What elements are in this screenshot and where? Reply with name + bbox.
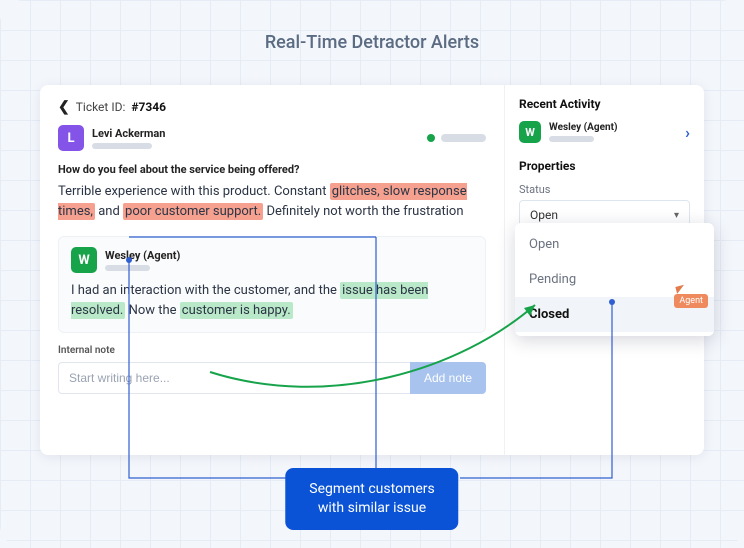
internal-note-label: Internal note [58,345,486,356]
properties-heading: Properties [519,159,690,173]
status-value: Open [530,208,558,222]
customer-name: Levi Ackerman [92,127,165,140]
avatar: W [71,247,97,273]
agent-reply-block: W Wesley (Agent) I had an interaction wi… [58,236,486,332]
status-dropdown: Open Pending Closed [515,223,714,336]
avatar: W [519,121,541,143]
ticket-header: ❮ Ticket ID: #7346 [58,99,486,115]
agent-message: I had an interaction with the customer, … [71,281,473,321]
agent-name: Wesley (Agent) [105,249,180,262]
cursor-icon [676,283,692,294]
status-dot-icon [427,134,435,142]
note-composer: Add note [58,362,486,394]
activity-item[interactable]: W Wesley (Agent) › [519,121,690,143]
skeleton-line [549,136,594,142]
add-note-button[interactable]: Add note [410,362,486,394]
conversation-pane: ❮ Ticket ID: #7346 L Levi Ackerman How d… [40,85,504,455]
chevron-right-icon[interactable]: › [685,123,690,142]
dropdown-option-open[interactable]: Open [515,227,714,262]
callout-line1: Segment customers [309,480,434,499]
survey-question: How do you feel about the service being … [58,163,486,176]
status-label: Status [519,183,690,196]
back-icon[interactable]: ❮ [58,99,70,115]
skeleton-line [105,265,150,271]
avatar: L [58,125,84,151]
skeleton-pill [441,134,486,142]
ticket-id: #7346 [131,100,166,114]
callout-badge: Segment customers with similar issue [285,468,458,530]
negative-highlight: poor customer support. [123,203,263,220]
cursor-label: Agent [674,294,708,308]
remote-cursor: Agent [674,285,708,308]
skeleton-line [92,143,152,149]
page-title: Real-Time Detractor Alerts [0,32,744,53]
ticket-card: ❮ Ticket ID: #7346 L Levi Ackerman How d… [40,85,704,455]
positive-highlight: customer is happy. [180,302,293,319]
customer-row: L Levi Ackerman [58,125,486,151]
recent-activity-heading: Recent Activity [519,97,690,111]
properties-pane: Recent Activity W Wesley (Agent) › Prope… [504,85,704,455]
ticket-label: Ticket ID: [76,100,126,114]
status-indicator [427,134,486,142]
chevron-down-icon: ▾ [674,210,679,221]
callout-line2: with similar issue [309,499,434,518]
activity-user: Wesley (Agent) [549,122,617,133]
customer-message: Terrible experience with this product. C… [58,182,486,222]
note-input[interactable] [58,362,410,394]
